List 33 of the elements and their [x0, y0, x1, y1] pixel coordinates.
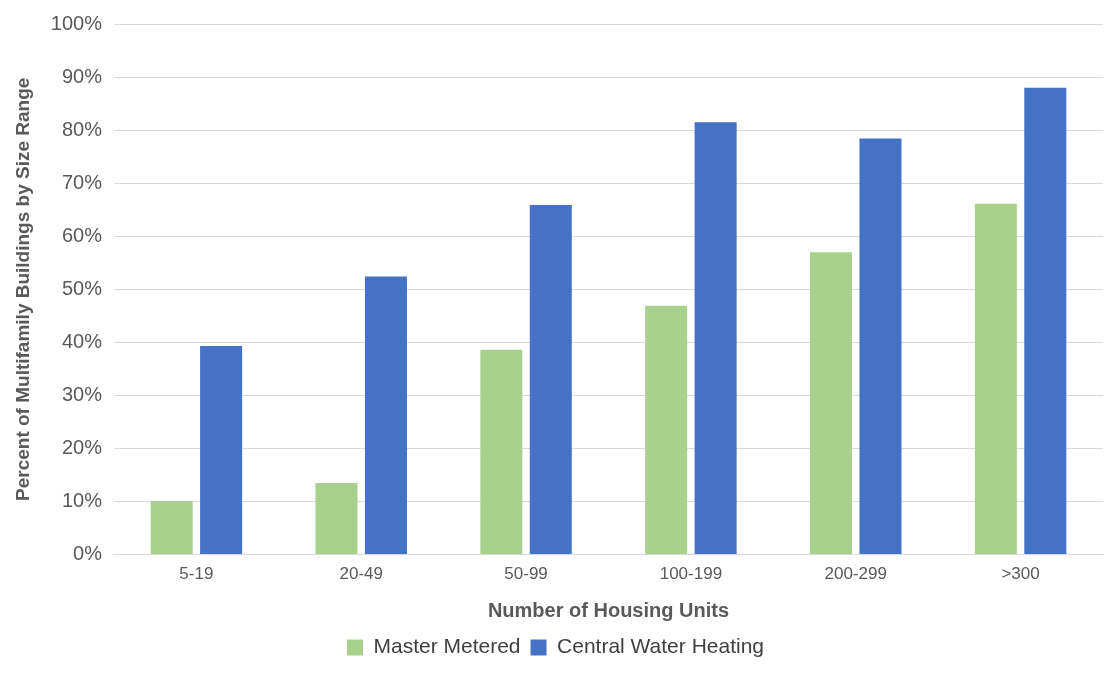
x-tick-label: 5-19 — [179, 564, 214, 584]
bar — [694, 122, 737, 555]
bar — [529, 204, 572, 555]
bar — [364, 276, 407, 555]
bar — [200, 346, 243, 555]
y-tick-label: 70% — [61, 170, 103, 193]
bar — [974, 203, 1017, 555]
bar — [1024, 87, 1067, 555]
x-tick-label: 200-299 — [824, 564, 887, 584]
x-axis-title: Number of Housing Units — [487, 598, 730, 621]
y-tick-label: 100% — [50, 11, 103, 34]
y-axis-title: Percent of Multifamily Buildings by Size Range — [11, 77, 33, 501]
y-tick-label: 60% — [61, 223, 103, 246]
x-tick-label: 20-49 — [339, 564, 383, 584]
x-tick-label: 100-199 — [659, 564, 723, 584]
bar — [480, 349, 523, 555]
bar — [150, 501, 193, 555]
x-tick-label: >300 — [1001, 564, 1040, 584]
bar — [315, 482, 358, 555]
legend-label: Master Metered — [373, 634, 521, 658]
y-tick-label: 30% — [61, 382, 103, 405]
y-tick-label: 0% — [73, 542, 103, 565]
legend-label: Central Water Heating — [557, 634, 765, 658]
y-tick-label: 10% — [61, 489, 103, 512]
y-tick-label: 90% — [61, 64, 103, 87]
bar — [859, 138, 902, 555]
bar — [645, 305, 688, 555]
y-tick-label: 20% — [61, 436, 103, 458]
y-tick-label: 50% — [61, 276, 103, 299]
y-tick-label: 80% — [61, 117, 103, 140]
bar — [810, 252, 853, 555]
y-tick-label: 40% — [61, 329, 103, 352]
x-tick-label: 50-99 — [504, 564, 548, 584]
